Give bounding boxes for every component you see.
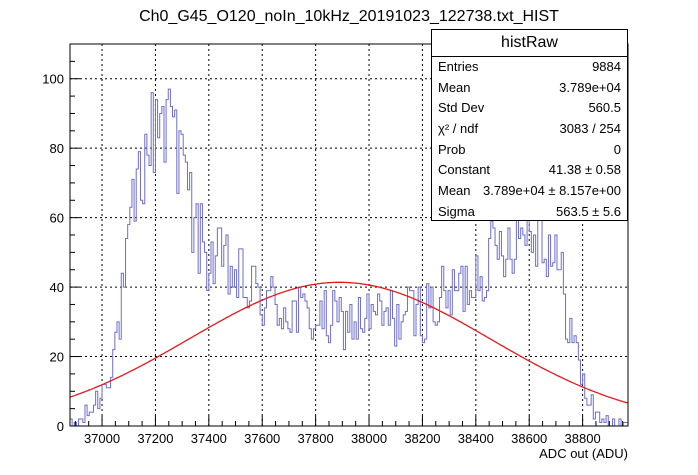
x-tick-label: 37400: [191, 431, 227, 446]
x-tick-label: 37000: [84, 431, 120, 446]
stats-row: Entries 9884: [432, 57, 627, 78]
stats-row: Prob 0: [432, 140, 627, 161]
histogram-series: [69, 88, 629, 427]
y-tick-label: 60: [50, 211, 64, 226]
stats-row-label: Prob: [438, 141, 466, 157]
x-tick-label: 38600: [511, 431, 547, 446]
stats-row-value: 0: [613, 141, 621, 157]
stats-box-title: histRaw: [432, 30, 627, 57]
stats-row-value: 3083 / 254: [559, 121, 621, 137]
y-tick-label: 20: [50, 350, 64, 365]
x-tick-label: 37200: [137, 431, 173, 446]
stats-row-value: 3.789e+04: [559, 79, 621, 95]
stats-rows: Entries 9884 Mean 3.789e+04 Std Dev 560.5 χ² /…: [432, 57, 627, 223]
y-tick-label: 40: [50, 280, 64, 295]
x-tick-label: 38400: [458, 431, 494, 446]
stats-row-label: Constant: [438, 162, 491, 178]
stats-row: Sigma 563.5 ± 5.6: [432, 202, 627, 223]
stats-row-value: 563.5 ± 5.6: [556, 203, 621, 219]
histogram-line: [69, 88, 629, 427]
stats-box: histRaw Entries 9884 Mean 3.789e+04 Std Dev 5…: [431, 29, 628, 221]
stats-row-label: Mean: [438, 183, 471, 199]
stats-row-value: 9884: [592, 59, 621, 74]
stats-row: χ² / ndf 3083 / 254: [432, 119, 627, 140]
fit-curve-series: [69, 281, 628, 404]
x-tick-label: 38000: [351, 431, 387, 446]
x-tick-label: 37600: [244, 431, 280, 446]
stats-row-label: Mean: [438, 79, 471, 95]
stats-row-label: Entries: [438, 59, 479, 74]
stats-row: Mean 3.789e+04 ± 8.157e+00: [432, 181, 627, 202]
stats-row-value: 560.5: [588, 100, 621, 116]
stats-row: Std Dev 560.5: [432, 98, 627, 119]
x-tick-label: 38800: [565, 431, 601, 446]
stats-row: Mean 3.789e+04: [432, 78, 627, 99]
stats-row-value: 3.789e+04 ± 8.157e+00: [483, 183, 621, 199]
stats-row-value: 41.38 ± 0.58: [548, 162, 621, 178]
y-tick-label: 100: [42, 72, 64, 87]
stats-row-label: χ² / ndf: [438, 121, 479, 137]
chart-title: Ch0_G45_O120_noIn_10kHz_20191023_122738.…: [139, 8, 559, 25]
x-tick-label: 38200: [404, 431, 440, 446]
y-tick-label: 0: [57, 419, 64, 434]
x-axis-label: ADC out (ADU): [539, 446, 628, 461]
x-tick-label: 37800: [298, 431, 334, 446]
stats-row-label: Sigma: [438, 203, 475, 219]
axes: 37000 37200 37400 37600 37800 38000 38200 38400…: [42, 43, 629, 446]
stats-row: Constant 41.38 ± 0.58: [432, 160, 627, 181]
stats-row-label: Std Dev: [438, 100, 485, 116]
fit-curve: [69, 281, 628, 404]
y-tick-label: 80: [50, 141, 64, 156]
